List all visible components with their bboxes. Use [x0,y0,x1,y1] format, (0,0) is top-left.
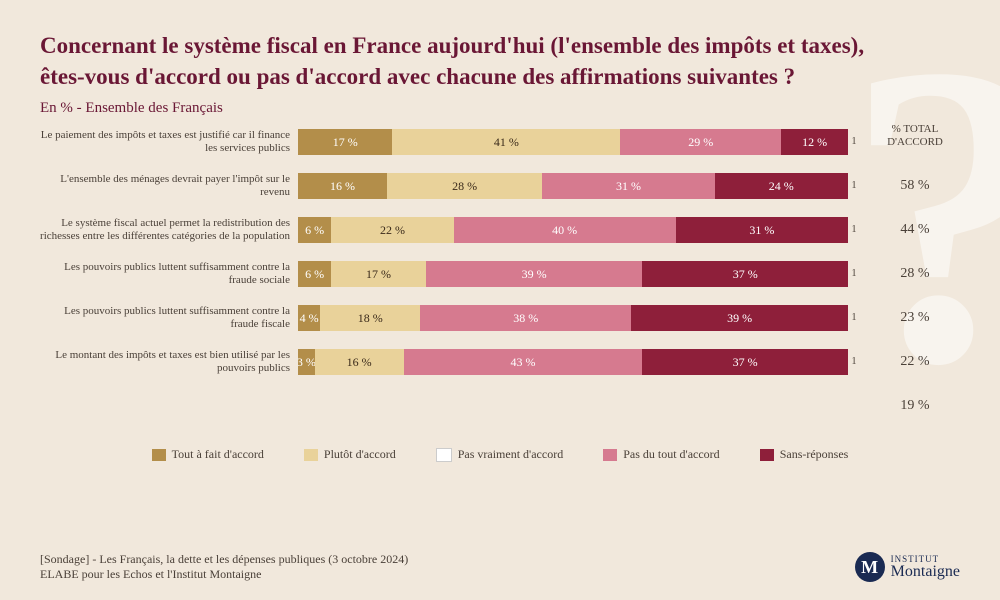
bar-track: 16 %28 %31 %24 % [298,173,848,199]
bar-segment: 6 % [298,261,331,287]
row-label: Les pouvoirs publics luttent suffisammen… [40,305,298,331]
sans-reponses-value: 1 [848,261,860,287]
legend-item: Pas du tout d'accord [603,447,719,462]
sans-reponses-value: 1 [848,305,860,331]
footer: [Sondage] - Les Français, la dette et le… [40,552,960,582]
bar-segment: 18 % [320,305,420,331]
bar-segment: 31 % [676,217,848,243]
chart-body: Le paiement des impôts et taxes est just… [40,123,860,387]
sans-reponses-value: 1 [848,217,860,243]
brand-logo: M INSTITUT Montaigne [855,552,960,582]
source-block: [Sondage] - Les Français, la dette et le… [40,552,408,582]
row-label: Le système fiscal actuel permet la redis… [40,217,298,243]
bar-segment: 12 % [781,129,848,155]
chart-row: Le paiement des impôts et taxes est just… [40,123,860,161]
source-line-1: [Sondage] - Les Français, la dette et le… [40,552,408,567]
chart-card: ? Concernant le système fiscal en France… [0,0,1000,600]
bar-segment: 17 % [298,129,392,155]
bar-segment: 4 % [298,305,320,331]
total-agree-value: 22 % [870,343,960,381]
bar-segment: 16 % [298,173,387,199]
total-agree-value: 44 % [870,211,960,249]
legend: Tout à fait d'accord Plutôt d'accord Pas v… [40,447,960,462]
total-agree-value: 58 % [870,167,960,205]
bar-segment: 3 % [298,349,315,375]
chart-zone: Le paiement des impôts et taxes est just… [40,123,960,431]
legend-item: Plutôt d'accord [304,447,396,462]
bar-track: 4 %18 %38 %39 % [298,305,848,331]
total-agree-value: 19 % [870,387,960,425]
bar-segment: 39 % [426,261,643,287]
bar-segment: 6 % [298,217,331,243]
total-agree-header: % TOTAL D'ACCORD [870,123,960,149]
bar-segment: 31 % [542,173,714,199]
bar-segment: 22 % [331,217,453,243]
legend-label: Pas du tout d'accord [623,447,719,462]
legend-item: Sans-réponses [760,447,849,462]
legend-item: Tout à fait d'accord [152,447,264,462]
bar-segment: 28 % [387,173,543,199]
bar-segment: 37 % [642,261,848,287]
bar-segment: 38 % [420,305,631,331]
total-agree-value: 28 % [870,255,960,293]
chart-row: Le montant des impôts et taxes est bien … [40,343,860,381]
bar-segment: 29 % [620,129,781,155]
chart-row: Les pouvoirs publics luttent suffisammen… [40,299,860,337]
legend-label: Tout à fait d'accord [172,447,264,462]
bar-segment: 24 % [715,173,848,199]
bar-track: 3 %16 %43 %37 % [298,349,848,375]
legend-label: Sans-réponses [780,447,849,462]
brand-text: INSTITUT Montaigne [891,555,960,580]
legend-swatch [760,449,774,461]
total-agree-value: 23 % [870,299,960,337]
bar-segment: 37 % [642,349,848,375]
row-label: Les pouvoirs publics luttent suffisammen… [40,261,298,287]
bar-segment: 40 % [454,217,676,243]
row-label: Le montant des impôts et taxes est bien … [40,349,298,375]
legend-label: Pas vraiment d'accord [458,447,563,462]
chart-row: L'ensemble des ménages devrait payer l'i… [40,167,860,205]
bar-segment: 16 % [315,349,404,375]
legend-swatch [436,448,452,462]
sans-reponses-value: 1 [848,173,860,199]
bar-segment: 17 % [331,261,425,287]
chart-row: Le système fiscal actuel permet la redis… [40,211,860,249]
bar-track: 6 %22 %40 %31 % [298,217,848,243]
row-label: Le paiement des impôts et taxes est just… [40,129,298,155]
legend-swatch [603,449,617,461]
brand-badge: M [855,552,885,582]
chart-subtitle: En % - Ensemble des Français [40,100,960,117]
brand-line2: Montaigne [891,564,960,580]
bar-segment: 39 % [631,305,848,331]
sans-reponses-value: 1 [848,129,860,155]
bar-segment: 41 % [392,129,620,155]
legend-label: Plutôt d'accord [324,447,396,462]
bar-track: 17 %41 %29 %12 % [298,129,848,155]
total-agree-column: % TOTAL D'ACCORD 58 % 44 % 28 % 23 % 22 % 19 … [870,123,960,431]
legend-swatch [304,449,318,461]
row-label: L'ensemble des ménages devrait payer l'i… [40,173,298,199]
chart-title: Concernant le système fiscal en France a… [40,30,910,92]
bar-segment: 43 % [404,349,643,375]
chart-row: Les pouvoirs publics luttent suffisammen… [40,255,860,293]
bar-track: 6 %17 %39 %37 % [298,261,848,287]
legend-item: Pas vraiment d'accord [436,447,563,462]
sans-reponses-value: 1 [848,349,860,375]
legend-swatch [152,449,166,461]
source-line-2: ELABE pour les Echos et l'Institut Monta… [40,567,408,582]
